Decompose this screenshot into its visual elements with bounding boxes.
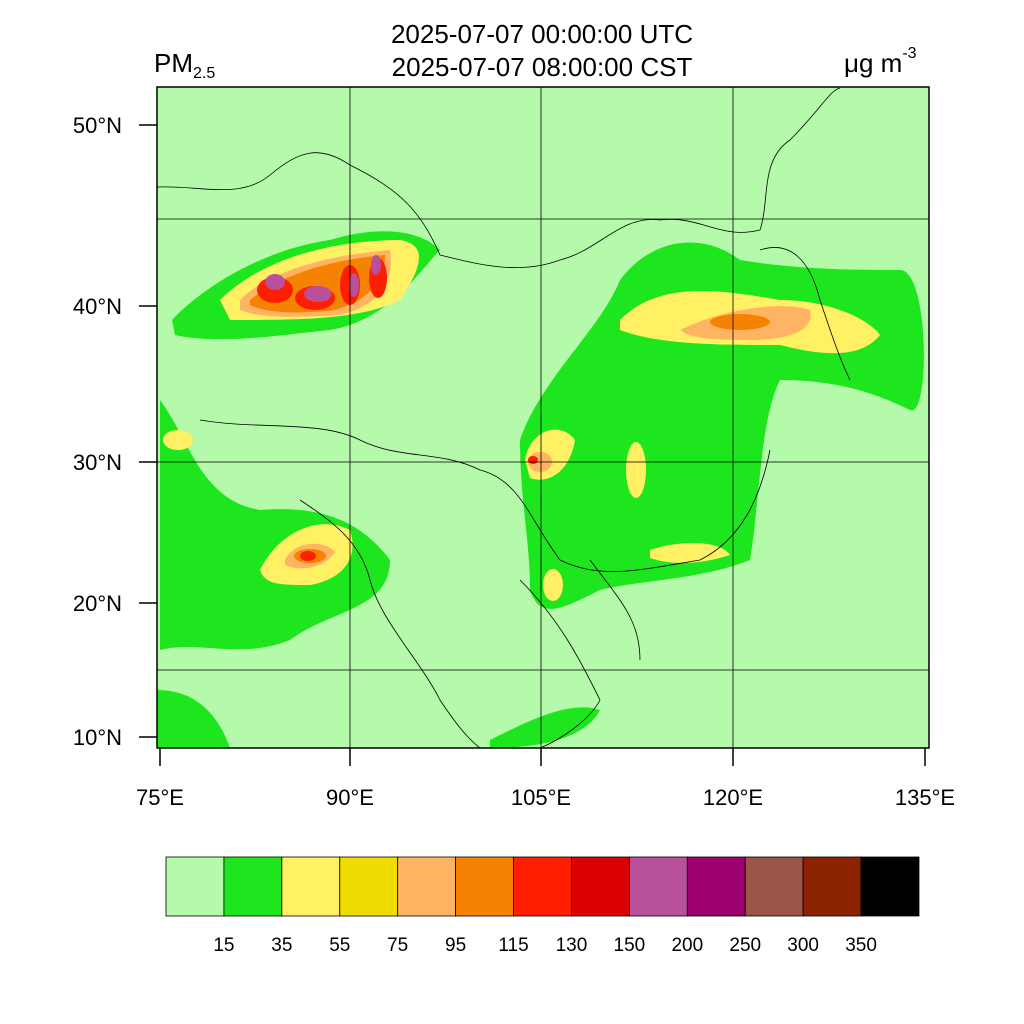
colorbar-label: 15	[213, 935, 234, 956]
color-box	[744, 856, 804, 917]
title-line: 2025-07-07 08:00:00 CST	[392, 52, 693, 82]
color-box	[281, 856, 341, 917]
color-box	[571, 856, 630, 917]
colorbar-label: 250	[729, 935, 761, 956]
variable-label: PM2.5	[154, 48, 215, 82]
lon-label: 75°E	[136, 785, 184, 810]
color-box	[802, 856, 862, 917]
lon-label: 120°E	[703, 785, 763, 810]
lat-label: 10°N	[73, 725, 122, 750]
color-box	[223, 856, 283, 917]
lon-label: 135°E	[895, 785, 955, 810]
lat-label: 20°N	[73, 591, 122, 616]
color-box	[455, 856, 514, 917]
units-superscript: -3	[902, 45, 916, 62]
colorbar-label: 200	[671, 935, 703, 956]
color-box	[513, 856, 572, 917]
colorbar-label: 55	[329, 935, 350, 956]
colorbar-label: 75	[387, 935, 408, 956]
units-label: μg m-3	[844, 45, 917, 78]
title-line: 2025-07-07 00:00:00 UTC	[391, 19, 693, 49]
axes: 50°N 40°N 30°N 20°N 10°N 75°E 90°E 105°E 120°E 13…	[73, 113, 955, 810]
colorbar-label: 350	[845, 935, 877, 956]
colorbar-label: 35	[271, 935, 292, 956]
color-box	[397, 856, 457, 917]
lat-label: 30°N	[73, 450, 122, 475]
variable-subscript: 2.5	[193, 65, 215, 82]
lat-label: 50°N	[73, 113, 122, 138]
map-frame	[156, 86, 930, 749]
color-box	[165, 856, 225, 917]
color-box	[686, 856, 746, 917]
colorbar-label: 95	[445, 935, 466, 956]
color-box	[860, 856, 920, 917]
color-box	[339, 856, 399, 917]
map-field	[157, 87, 929, 748]
colorbar-label: 115	[498, 935, 528, 956]
lat-label: 40°N	[73, 294, 122, 319]
lon-label: 105°E	[511, 785, 571, 810]
lon-label: 90°E	[326, 785, 374, 810]
variable-name: PM	[154, 48, 193, 78]
colorbar-label: 300	[787, 935, 819, 956]
colorbar-label: 150	[614, 935, 646, 956]
color-box	[628, 856, 688, 917]
colorbar: 15 35 55 75 95 115 130 150 200 250 300 350	[165, 856, 920, 956]
units-text: μg m	[844, 48, 902, 78]
grid	[157, 87, 929, 748]
colorbar-label: 130	[556, 935, 588, 956]
